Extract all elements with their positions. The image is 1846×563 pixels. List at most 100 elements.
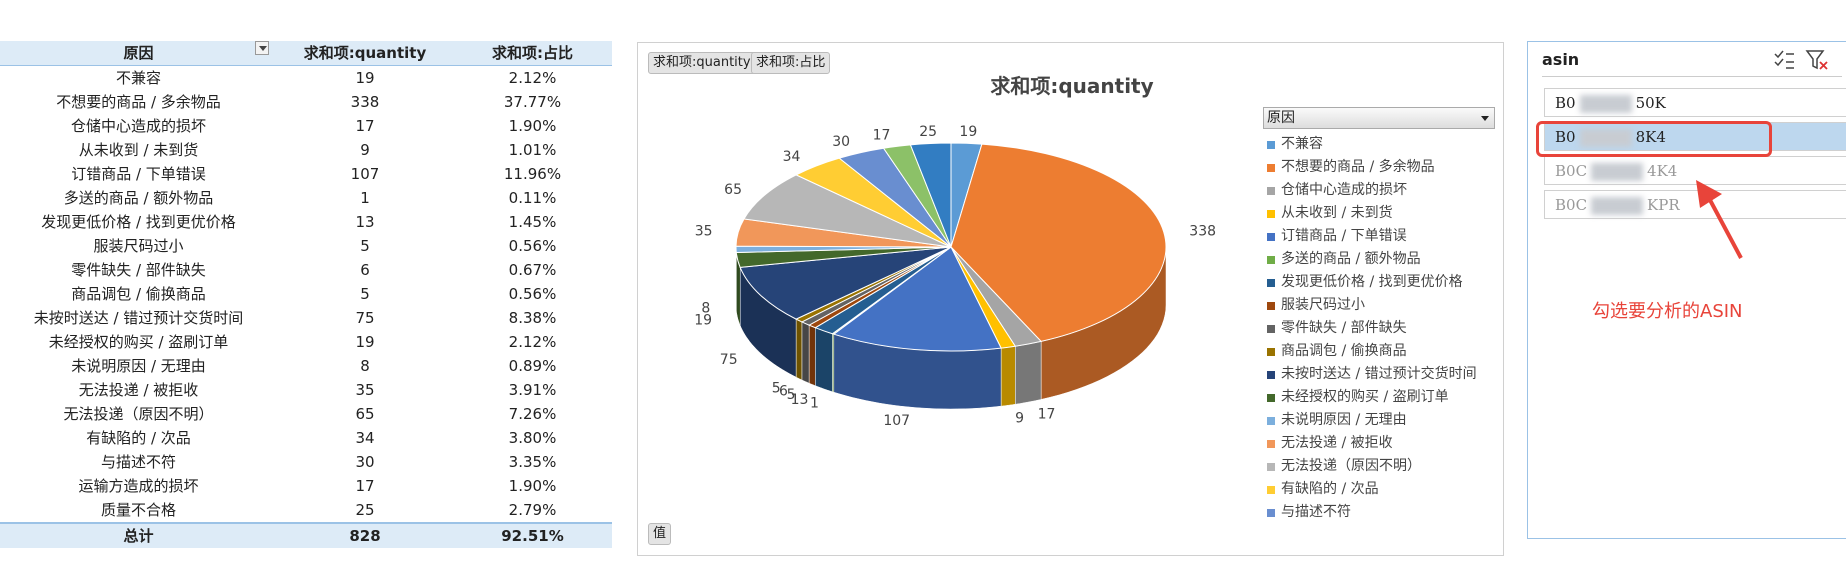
legend-item: 从未收到 / 未到货: [1263, 202, 1495, 225]
blurred-text: [1591, 163, 1644, 181]
legend-swatch: [1267, 394, 1275, 402]
table-row: 从未收到 / 未到货 9 1.01%: [0, 138, 612, 162]
item-prefix: B0C: [1555, 162, 1588, 180]
item-suffix: 4K4: [1647, 162, 1678, 180]
table-row: 不兼容 19 2.12%: [0, 66, 612, 90]
data-label: 6: [779, 384, 788, 400]
item-prefix: B0: [1555, 94, 1576, 112]
pie-slice: [832, 246, 1002, 352]
legend-item: 无法投递 / 被拒收: [1263, 432, 1495, 455]
data-label: 34: [783, 149, 801, 165]
legend-item: 有缺陷的 / 次品: [1263, 478, 1495, 501]
cell: 未说明原因 / 无理由: [71, 357, 206, 375]
legend-item: 未经授权的购买 / 盗刷订单: [1263, 386, 1495, 409]
slicer-title: asin: [1542, 50, 1580, 69]
pie-slice: [743, 174, 952, 248]
table-row: 订错商品 / 下单错误 107 11.96%: [0, 162, 612, 186]
cell: 19: [355, 333, 375, 351]
cell: 与描述不符: [100, 453, 176, 471]
cell: 34: [355, 429, 375, 447]
cell: 0.11%: [508, 189, 557, 207]
data-label: 65: [724, 182, 742, 198]
legend-item: 不想要的商品 / 多余物品: [1263, 156, 1495, 179]
annotation: 勾选要分析的ASIN: [1592, 301, 1743, 322]
table-row: 不想要的商品 / 多余物品 338 37.77%: [0, 90, 612, 114]
total-row: 总计 828 92.51%: [0, 522, 612, 548]
data-label: 17: [1038, 407, 1056, 423]
item-suffix: KPR: [1647, 196, 1680, 214]
cell: 1.01%: [508, 141, 557, 159]
pie-slice-side: [1015, 341, 1042, 405]
cell: 2.79%: [508, 501, 557, 519]
slicer-icons[interactable]: [1773, 48, 1833, 72]
legend-swatch: [1267, 187, 1275, 195]
legend-label: 未按时送达 / 错过预计交货时间: [1281, 366, 1477, 382]
legend-label: 有缺陷的 / 次品: [1281, 481, 1379, 497]
table-row: 零件缺失 / 部件缺失 6 0.67%: [0, 258, 612, 282]
cell: 7.26%: [508, 405, 557, 423]
table-row: 无法投递 / 被拒收 35 3.91%: [0, 378, 612, 402]
legend-label: 从未收到 / 未到货: [1281, 205, 1393, 221]
blurred-text: [1579, 95, 1632, 113]
cell: 质量不合格: [100, 501, 176, 519]
table-row: 运输方造成的损坏 17 1.90%: [0, 474, 612, 498]
cell: 8.38%: [508, 309, 557, 327]
field-button[interactable]: 求和项:占比: [751, 52, 831, 74]
legend-swatch: [1267, 210, 1275, 218]
pie-slice: [909, 142, 952, 248]
cell: 17: [355, 477, 375, 495]
legend-filter[interactable]: 原因: [1263, 107, 1495, 129]
legend-label: 商品调包 / 偷换商品: [1281, 343, 1407, 359]
cell: 1.90%: [508, 117, 557, 135]
legend-label: 不想要的商品 / 多余物品: [1281, 159, 1435, 175]
cell: 3.35%: [508, 453, 557, 471]
pie-slice-side: [801, 321, 810, 384]
cell: 1.90%: [508, 477, 557, 495]
cell: 11.96%: [503, 165, 562, 183]
header-row: 原因 求和项:quantity 求和项:占比: [0, 41, 612, 66]
total-cell: 828: [349, 527, 381, 545]
cell: 多送的商品 / 额外物品: [63, 189, 214, 207]
slicer-item[interactable]: B0 8K4: [1544, 122, 1846, 151]
data-label: 30: [832, 134, 850, 150]
value-button[interactable]: 值: [648, 523, 672, 545]
legend-swatch: [1267, 509, 1275, 517]
data-label: 19: [959, 124, 977, 140]
item-suffix: 50K: [1635, 94, 1666, 112]
total-cell: 92.51%: [501, 527, 564, 545]
slicer-item[interactable]: B0 50K: [1544, 88, 1846, 117]
cell: 75: [355, 309, 375, 327]
slicer-item[interactable]: B0C KPR: [1544, 190, 1846, 219]
highlight-box: [1536, 121, 1772, 157]
cell: 25: [355, 501, 375, 519]
blurred-text: [1579, 129, 1632, 147]
chart-title: 求和项:quantity: [990, 74, 1153, 98]
legend-item: 无法投递（原因不明）: [1263, 455, 1495, 478]
filter-button[interactable]: [255, 41, 269, 55]
legend-item: 与描述不符: [1263, 501, 1495, 524]
legend-label: 未说明原因 / 无理由: [1281, 412, 1407, 428]
table-row: 质量不合格 25 2.79%: [0, 498, 612, 522]
legend-label: 与描述不符: [1281, 504, 1351, 520]
table-row: 未说明原因 / 无理由 8 0.89%: [0, 354, 612, 378]
pie-chart: 求和项:quantity 193381791071135657519835653…: [694, 74, 1216, 429]
data-label: 107: [883, 413, 910, 429]
legend-item: 服装尺码过小: [1263, 294, 1495, 317]
header-cell: 原因: [123, 44, 154, 62]
cell: 30: [355, 453, 375, 471]
cell: 35: [355, 381, 375, 399]
field-button[interactable]: 求和项:quantity: [648, 52, 756, 74]
legend-item: 多送的商品 / 额外物品: [1263, 248, 1495, 271]
slicer: asin B0 50K B0 8K4 B0C 4K4 B0C KPR 勾选要分析的ASIN: [1527, 41, 1846, 539]
data-label: 25: [919, 124, 937, 140]
cell: 无法投递（原因不明）: [63, 405, 214, 423]
header-cell: 求和项:quantity: [303, 44, 427, 62]
cell: 仓储中心造成的损坏: [70, 117, 206, 135]
cell: 0.56%: [508, 285, 557, 303]
cell: 发现更低价格 / 找到更优价格: [41, 213, 236, 231]
slicer-divider: [1542, 76, 1842, 77]
data-label: 338: [1189, 223, 1216, 239]
legend-swatch: [1267, 164, 1275, 172]
cell: 0.67%: [508, 261, 557, 279]
cell: 19: [355, 69, 375, 87]
